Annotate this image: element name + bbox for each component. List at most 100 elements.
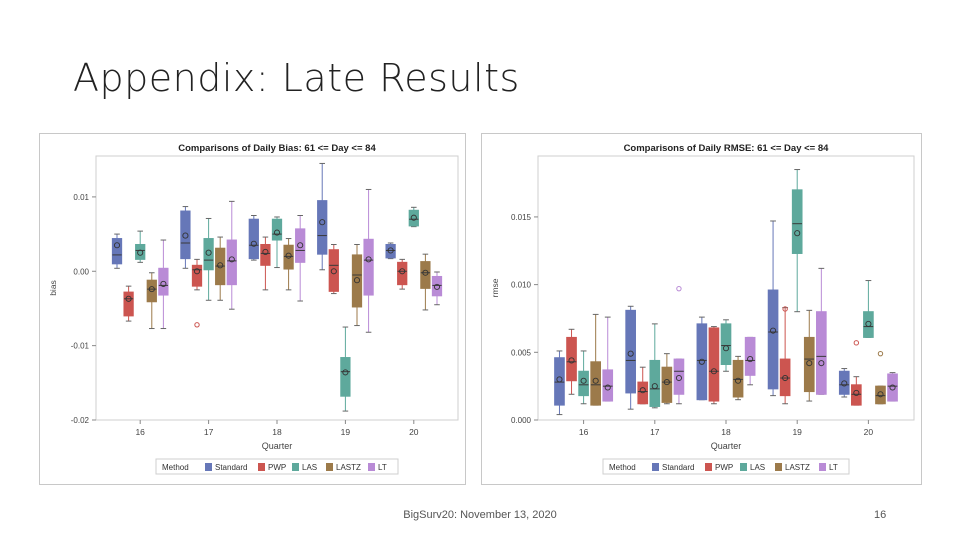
bias-legend-label-lt: LT <box>378 463 387 472</box>
bias-box-lt-q18 <box>295 214 306 302</box>
mean-marker <box>353 277 361 284</box>
box-body <box>408 209 419 227</box>
page-number: 16 <box>874 509 887 521</box>
rmse-box-las-q16 <box>578 350 589 405</box>
bias-legend-swatch-las <box>292 463 299 471</box>
box-body <box>803 336 815 393</box>
outlier-marker <box>676 285 682 292</box>
mean-marker <box>228 256 235 263</box>
mean-marker <box>262 248 269 255</box>
outlier-marker <box>782 306 788 312</box>
rmse-box-pwp-q17 <box>637 366 649 405</box>
rmse-box-pwp-q18 <box>708 326 720 405</box>
rmse-box-pwp-q19 <box>779 306 791 405</box>
bias-box-lt-q19 <box>363 188 374 333</box>
box-body <box>708 327 720 402</box>
rmse-chart-panel: Comparisons of Daily RMSE: 61 <= Day <= … <box>481 133 922 485</box>
outlier-marker <box>877 350 884 357</box>
rmse-box-lt-q16 <box>602 316 614 402</box>
box-body <box>720 323 732 365</box>
bias-legend-label-standard: Standard <box>215 463 247 472</box>
box-body <box>203 238 214 271</box>
rmse-box-lastz-q20 <box>875 350 886 405</box>
bias-legend-title: Method <box>162 463 189 472</box>
bias-legend: Method Standard PWP LAS LASTZ LT <box>155 458 399 475</box>
bias-xtick-label: 19 <box>341 427 351 437</box>
rmse-legend-swatch-las <box>740 463 747 471</box>
bias-xtick-label: 20 <box>409 427 419 437</box>
rmse-xtick-label: 17 <box>650 427 660 437</box>
bias-box-standard-q20 <box>385 242 396 260</box>
box-body <box>887 373 898 402</box>
mean-marker <box>818 360 825 367</box>
mean-marker <box>639 387 646 394</box>
mean-marker <box>330 268 337 275</box>
rmse-box-pwp-q16 <box>566 328 577 395</box>
bias-y-axis-label: bias <box>48 280 58 296</box>
mean-marker <box>735 377 742 384</box>
mean-marker <box>877 391 884 398</box>
rmse-legend-label-las: LAS <box>750 463 765 472</box>
mean-marker <box>853 389 860 396</box>
box-body <box>248 218 259 260</box>
box-body <box>191 264 203 287</box>
mean-marker <box>433 283 441 290</box>
rmse-box-lastz-q18 <box>732 355 744 401</box>
box-body <box>791 189 803 254</box>
rmse-legend-swatch-standard <box>652 463 659 471</box>
rmse-xtick-label: 19 <box>792 427 802 437</box>
mean-marker <box>592 377 599 384</box>
box-body <box>363 238 374 296</box>
bias-x-axis-label: Quarter <box>262 441 293 451</box>
rmse-ytick-label: 0.005 <box>511 348 532 357</box>
bias-xtick-label: 17 <box>204 427 214 437</box>
bias-box-standard-q19 <box>317 162 328 271</box>
rmse-box-standard-q17 <box>625 305 636 410</box>
bias-box-lastz-q17 <box>215 236 226 301</box>
bias-chart: Comparisons of Daily Bias: 61 <= Day <= … <box>48 143 459 475</box>
mean-marker <box>698 358 705 365</box>
rmse-box-las-q19 <box>791 169 803 313</box>
box-body <box>111 238 123 265</box>
mean-marker <box>747 356 754 363</box>
rmse-legend: Method Standard PWP LAS LASTZ LT <box>602 458 850 475</box>
box-body <box>696 323 708 401</box>
rmse-y-axis-label: rmse <box>490 278 500 297</box>
rmse-box-standard-q19 <box>767 220 779 397</box>
mean-marker <box>410 214 417 221</box>
rmse-box-lastz-q19 <box>803 309 815 402</box>
bias-box-las-q19 <box>340 326 351 412</box>
outlier-marker <box>194 322 200 328</box>
bias-legend-swatch-lastz <box>326 463 333 471</box>
mean-marker <box>193 268 201 275</box>
mean-marker <box>137 249 144 256</box>
rmse-legend-swatch-lastz <box>775 463 782 471</box>
rmse-ytick-label: 0.000 <box>511 416 532 425</box>
box-body <box>328 249 339 292</box>
rmse-box-standard-q20 <box>838 368 850 398</box>
mean-marker <box>722 345 730 352</box>
bias-box-lastz-q19 <box>351 243 363 327</box>
mean-marker <box>342 369 349 376</box>
mean-marker <box>556 376 563 383</box>
mean-marker <box>794 230 801 237</box>
bias-box-las-q17 <box>203 217 214 301</box>
box-body <box>566 336 577 382</box>
mean-marker <box>865 320 872 327</box>
mean-marker <box>387 247 394 254</box>
box-body <box>851 384 862 406</box>
box-body <box>180 210 191 260</box>
mean-marker <box>160 280 167 287</box>
mean-marker <box>604 384 611 391</box>
mean-marker <box>782 374 789 382</box>
box-body <box>146 279 157 303</box>
mean-marker <box>125 295 132 302</box>
rmse-legend-swatch-pwp <box>705 463 712 471</box>
bias-ytick-label: -0.01 <box>71 342 90 351</box>
rmse-box-lt-q20 <box>887 372 898 402</box>
rmse-legend-title: Method <box>609 463 636 472</box>
bias-box-standard-q17 <box>180 206 191 269</box>
mean-marker <box>568 357 575 364</box>
bias-box-lt-q20 <box>431 271 443 306</box>
rmse-x-axis-label: Quarter <box>711 441 742 451</box>
